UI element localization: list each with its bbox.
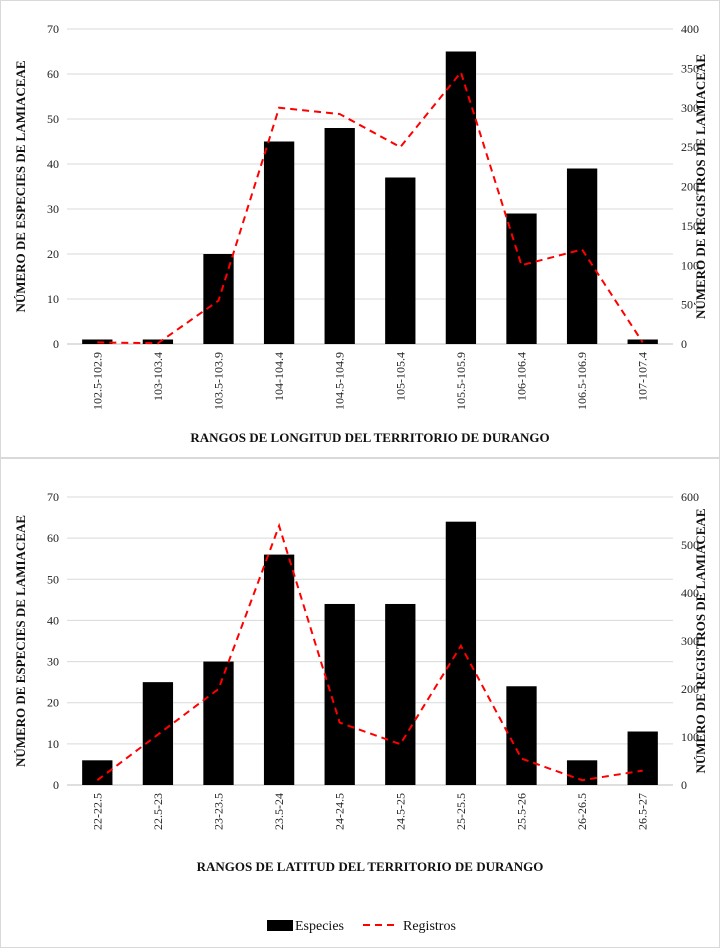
x-tick-label: 24.5-25 — [393, 793, 407, 830]
x-tick-label: 25-25.5 — [454, 793, 468, 830]
y-right-tick-label: 0 — [681, 778, 687, 792]
legend: Especies Registros — [267, 919, 456, 934]
y-right-tick-label: 350 — [681, 61, 699, 75]
y-right-tick-label: 100 — [681, 730, 699, 744]
x-tick-label: 22.5-23 — [151, 793, 165, 830]
x-axis-title: RANGOS DE LONGITUD DEL TERRITORIO DE DUR… — [190, 430, 549, 445]
y-right-tick-label: 0 — [681, 337, 687, 351]
y-left-tick-label: 20 — [47, 696, 59, 710]
x-tick-label: 23.5-24 — [272, 793, 286, 830]
x-tick-label: 105.5-105.9 — [454, 352, 468, 410]
x-tick-label: 103.5-103.9 — [212, 352, 226, 410]
y-left-tick-label: 40 — [47, 157, 59, 171]
bar-especies — [324, 128, 355, 344]
y-right-tick-label: 300 — [681, 101, 699, 115]
y-right-tick-label: 150 — [681, 219, 699, 233]
bar-especies — [263, 141, 295, 344]
bar-especies — [445, 521, 477, 785]
bar-especies — [506, 686, 537, 785]
y-right-axis-title: NÚMERO DE REGISTROS DE LAMIACEAE — [693, 508, 708, 773]
y-right-tick-label: 400 — [681, 586, 699, 600]
bar-especies — [203, 661, 234, 785]
y-right-tick-label: 250 — [681, 140, 699, 154]
x-tick-label: 102.5-102.9 — [90, 352, 104, 410]
x-tick-label: 104-104.4 — [272, 352, 286, 401]
y-right-tick-label: 600 — [681, 490, 699, 504]
x-tick-label: 22-22.5 — [90, 793, 104, 830]
bar-especies — [627, 731, 658, 785]
y-left-tick-label: 10 — [47, 292, 59, 306]
x-tick-label: 26.5-27 — [636, 793, 650, 830]
line-registros — [97, 70, 644, 345]
x-tick-label: 106.5-106.9 — [575, 352, 589, 410]
bar-especies — [142, 339, 174, 344]
y-left-tick-label: 70 — [47, 22, 59, 36]
y-left-tick-label: 0 — [53, 337, 59, 351]
y-right-tick-label: 400 — [681, 22, 699, 36]
y-left-tick-label: 10 — [47, 737, 59, 751]
bar-especies — [263, 554, 295, 785]
x-tick-label: 25.5-26 — [515, 793, 529, 830]
y-left-tick-label: 30 — [47, 202, 59, 216]
y-left-tick-label: 50 — [47, 112, 59, 126]
x-axis-title: RANGOS DE LATITUD DEL TERRITORIO DE DURA… — [197, 859, 544, 874]
y-left-tick-label: 50 — [47, 572, 59, 586]
latitude-chart: 0 10 20 30 40 50 60 70 0 100 200 300 400 500 600 22-22.… — [13, 490, 708, 934]
x-tick-label: 26-26.5 — [575, 793, 589, 830]
bar-especies — [385, 177, 416, 344]
x-tick-label: 105-105.4 — [393, 352, 407, 401]
line-registros — [96, 522, 643, 782]
x-tick-label: 24-24.5 — [333, 793, 347, 830]
bar-especies — [445, 51, 477, 344]
y-right-tick-label: 300 — [681, 634, 699, 648]
x-tick-label: 104.5-104.9 — [333, 352, 347, 410]
y-left-tick-label: 60 — [47, 531, 59, 545]
longitude-chart: 0 10 20 30 40 50 60 70 0 50 100 150 200 250 300 350 400 1… — [13, 22, 708, 445]
latitude-chart-panel: 0 10 20 30 40 50 60 70 0 100 200 300 400 500 600 22-22.… — [0, 458, 720, 948]
legend-label-especies: Especies — [295, 919, 344, 934]
bar-especies — [566, 168, 598, 344]
y-right-tick-label: 50 — [681, 298, 693, 312]
y-left-axis-title: NÚMERO DE ESPECIES DE LAMIACEAE — [13, 60, 28, 312]
y-right-tick-label: 200 — [681, 180, 699, 194]
longitude-chart-panel: 0 10 20 30 40 50 60 70 0 50 100 150 200 250 300 350 400 1… — [0, 0, 720, 458]
legend-label-registros: Registros — [403, 919, 456, 934]
x-tick-label: 107-107.4 — [636, 352, 650, 401]
y-right-tick-label: 500 — [681, 538, 699, 552]
bar-especies — [324, 603, 355, 785]
y-right-axis-title: NÚMERO DE REGISTROS DE LAMIACEAE — [693, 54, 708, 319]
y-left-tick-label: 20 — [47, 247, 59, 261]
x-tick-label: 103-103.4 — [151, 352, 165, 401]
y-left-tick-label: 40 — [47, 613, 59, 627]
y-left-tick-label: 70 — [47, 490, 59, 504]
y-left-tick-label: 0 — [53, 778, 59, 792]
y-left-tick-label: 60 — [47, 67, 59, 81]
bar-especies — [385, 603, 416, 785]
y-right-tick-label: 200 — [681, 682, 699, 696]
x-tick-label: 23-23.5 — [212, 793, 226, 830]
bar-especies — [566, 760, 598, 785]
bar-especies — [506, 213, 537, 344]
bar-especies — [82, 339, 113, 344]
y-right-tick-label: 100 — [681, 258, 699, 272]
y-left-tick-label: 30 — [47, 655, 59, 669]
legend-swatch-especies — [267, 920, 293, 931]
x-tick-label: 106-106.4 — [515, 352, 529, 401]
y-left-axis-title: NÚMERO DE ESPECIES DE LAMIACEAE — [13, 515, 28, 767]
